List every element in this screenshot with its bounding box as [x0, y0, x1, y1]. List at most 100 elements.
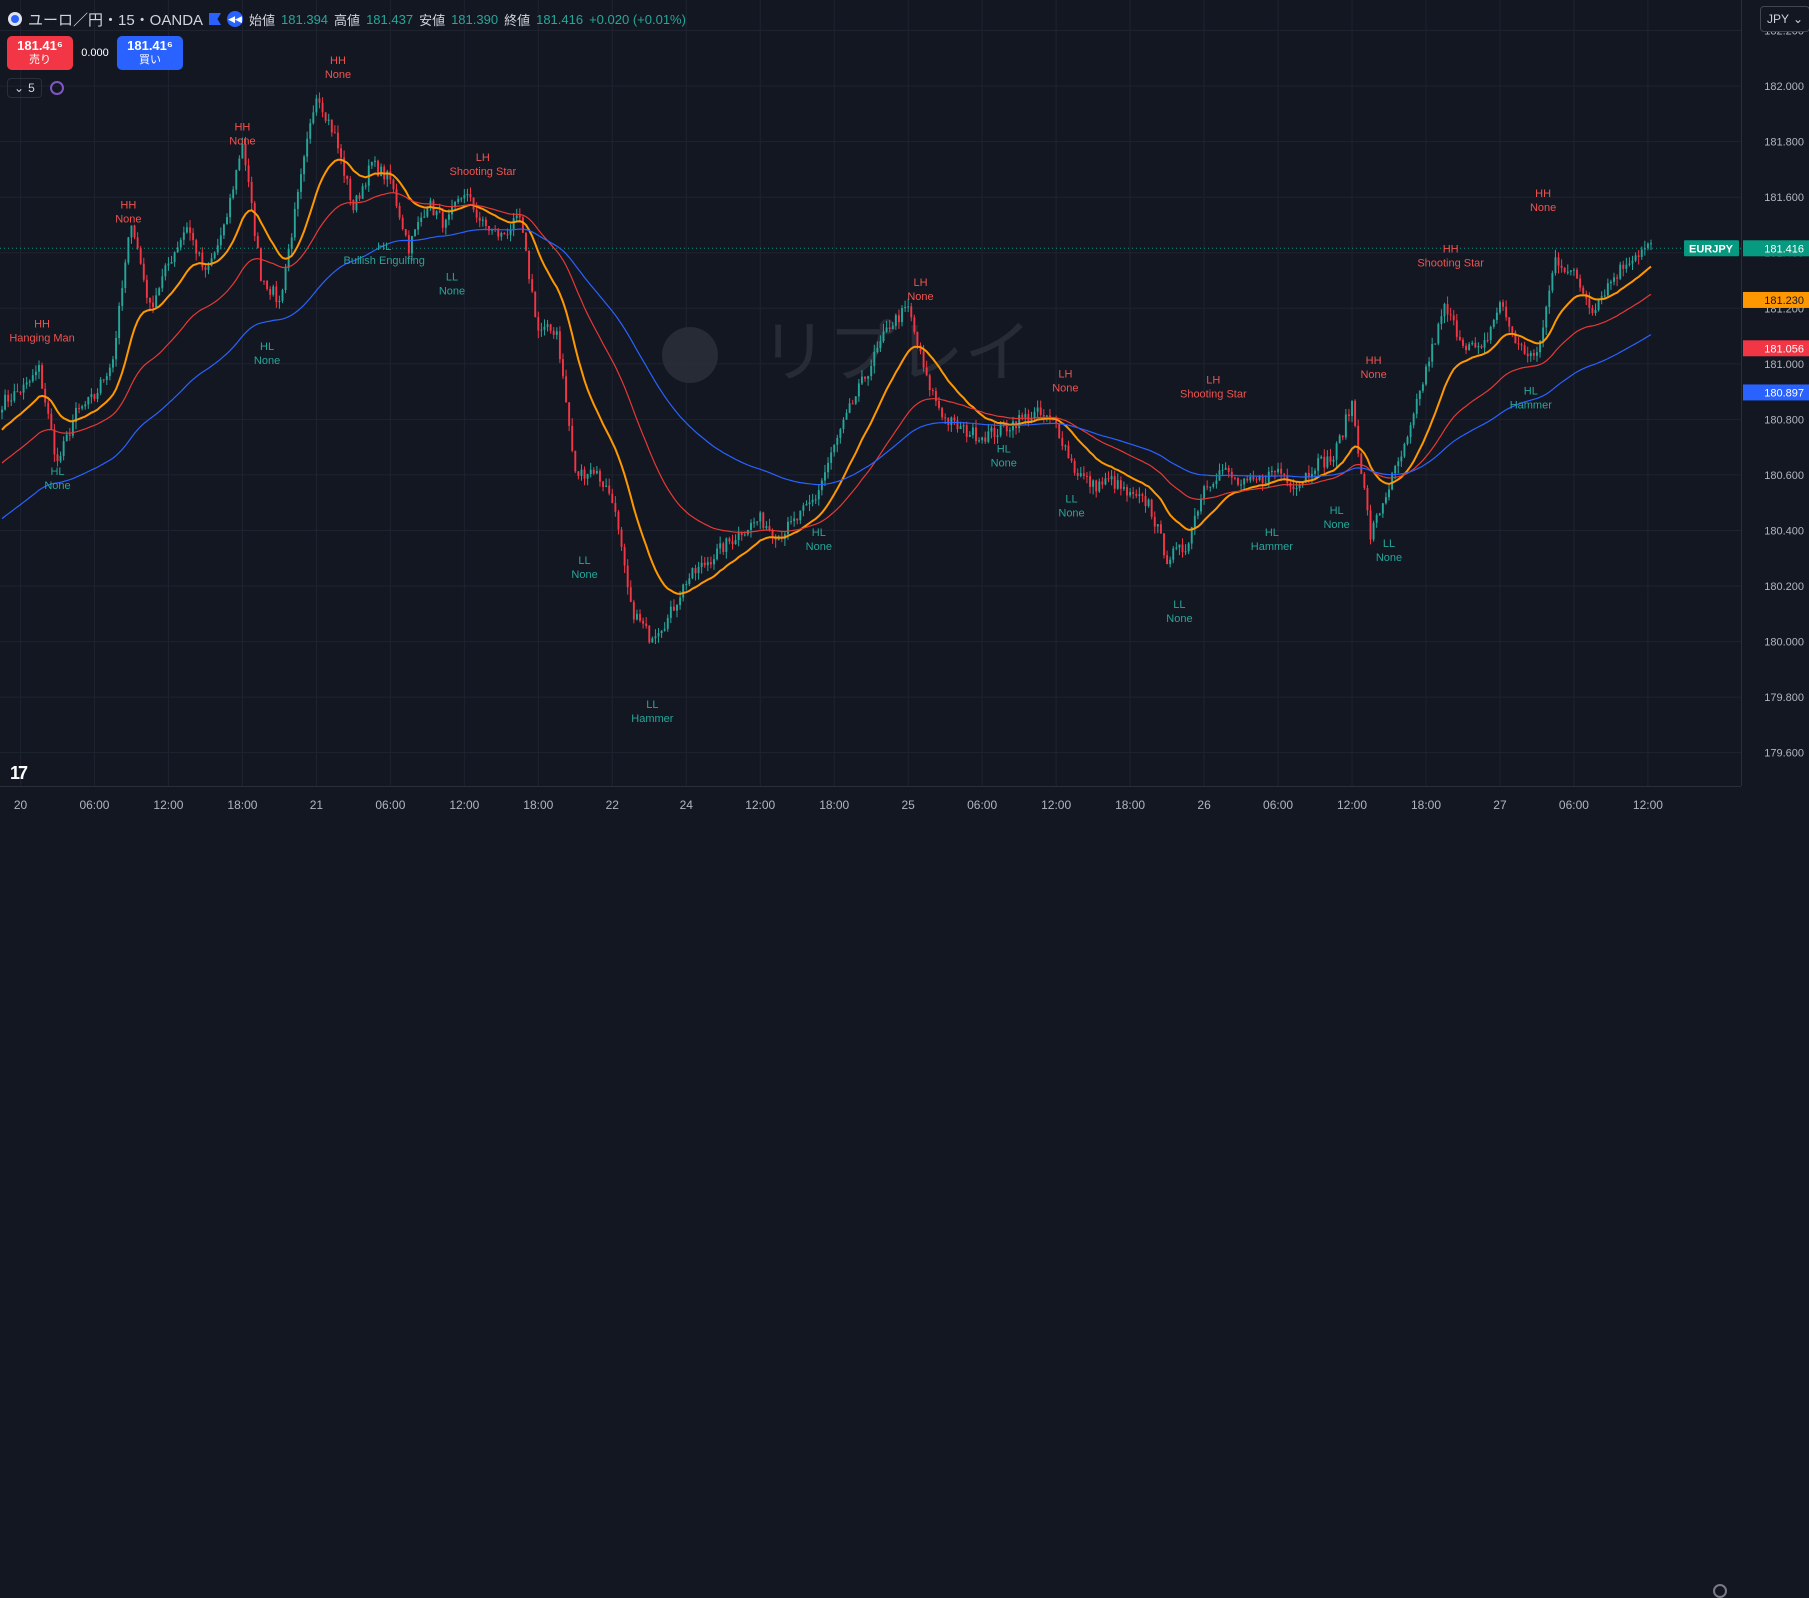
pattern-label: HH None — [229, 122, 255, 148]
candle-body — [1412, 413, 1415, 426]
candle-body — [999, 424, 1002, 436]
sync-icon[interactable] — [49, 81, 64, 95]
time-tick-label: 06:00 — [1559, 798, 1589, 812]
flag-icon[interactable] — [209, 13, 222, 25]
candle-body — [777, 537, 780, 541]
swing-label: LL — [1065, 494, 1077, 506]
candle-body — [272, 286, 275, 295]
candle-body — [306, 138, 309, 157]
candle-body — [441, 212, 444, 228]
candle-body — [1560, 265, 1563, 268]
candle-body — [1113, 476, 1116, 489]
candle-body — [488, 226, 490, 231]
time-tick-label: 06:00 — [967, 798, 997, 812]
symbol-legend: ユーロ／円・15・OANDA ◀◀ 始値 181.394 高値 181.437 安値… — [8, 8, 686, 30]
candle-body — [250, 181, 253, 204]
candle-body — [1138, 494, 1141, 496]
candle-body — [540, 329, 543, 331]
pattern-name: None — [806, 541, 832, 553]
candle-body — [934, 390, 937, 401]
pattern-name: None — [571, 569, 597, 581]
candle-body — [124, 262, 127, 289]
candle-body — [392, 179, 395, 190]
candle-body — [229, 198, 232, 218]
candle-body — [352, 199, 355, 211]
candle-body — [1640, 249, 1643, 257]
chart-area[interactable]: リプレイ HH Hanging Man HL None HH None HH None HL No… — [0, 0, 1741, 786]
indicators-toggle[interactable]: ⌄ 5 — [7, 78, 42, 98]
candle-body — [1085, 475, 1088, 477]
swing-label: LH — [1206, 374, 1220, 386]
candle-body — [1008, 430, 1011, 432]
candle-body — [185, 227, 188, 233]
pattern-name: Hammer — [1251, 541, 1294, 553]
candle-body — [1566, 271, 1569, 273]
swing-label: LL — [646, 699, 658, 711]
candle-body — [337, 132, 339, 149]
candle-body — [873, 352, 876, 367]
candle-body — [1261, 476, 1264, 484]
candle-body — [814, 499, 817, 501]
buy-button[interactable]: 181.41⁶ 買い — [117, 36, 183, 70]
candle-body — [1637, 255, 1640, 257]
pattern-name: None — [1530, 202, 1556, 214]
candle-body — [364, 185, 367, 187]
pattern-label: HH None — [1530, 188, 1556, 214]
candle-body — [651, 638, 654, 643]
symbol-price-tag-label: EURJPY — [1689, 243, 1734, 255]
candle-body — [93, 394, 96, 399]
candle-body — [1209, 486, 1212, 488]
candle-body — [1233, 477, 1236, 479]
time-axis[interactable]: 20 06:00 12:00 18:00 21 06:00 12:00 18:00 22 24 12… — [0, 786, 1741, 1598]
candle-body — [672, 606, 675, 611]
pattern-label: HL None — [806, 527, 832, 553]
candle-body — [611, 493, 614, 504]
time-tick-label: 18:00 — [1411, 798, 1441, 812]
candle-body — [192, 232, 195, 241]
candle-body — [731, 541, 734, 545]
candle-body — [518, 215, 521, 218]
pattern-name: Hanging Man — [9, 333, 74, 345]
replay-icon[interactable]: ◀◀ — [227, 11, 244, 27]
candle-body — [232, 189, 235, 199]
settings-gear-icon[interactable] — [1713, 1584, 1727, 1598]
buy-price: 181.41⁶ — [127, 38, 173, 53]
candle-body — [133, 225, 136, 238]
candle-body — [543, 326, 546, 330]
candle-body — [293, 208, 296, 238]
swing-label: HL — [1265, 527, 1279, 539]
pattern-label: LH None — [907, 277, 933, 303]
candle-body — [864, 376, 866, 379]
candle-body — [170, 262, 173, 264]
candle-body — [639, 613, 641, 621]
candle-body — [657, 633, 660, 637]
price-axis[interactable]: JPY ⌄ 182.200182.000181.800181.600181.40… — [1741, 0, 1809, 786]
candle-body — [598, 470, 601, 482]
pattern-name: Hammer — [1510, 399, 1553, 411]
candle-body — [1489, 326, 1492, 341]
symbol-title[interactable]: ユーロ／円・15・OANDA — [28, 11, 204, 29]
candle-body — [1036, 407, 1039, 412]
currency-button[interactable]: JPY ⌄ — [1760, 6, 1809, 32]
candle-body — [309, 123, 312, 139]
candle-body — [1471, 342, 1474, 345]
candle-body — [444, 219, 447, 228]
candle-body — [1024, 414, 1027, 418]
candle-body — [216, 245, 219, 253]
pattern-label: HH None — [1360, 355, 1386, 381]
candle-body — [1243, 478, 1246, 485]
candle-body — [361, 186, 364, 199]
candle-body — [876, 347, 879, 353]
sell-price: 181.41⁶ — [17, 38, 63, 53]
sell-button[interactable]: 181.41⁶ 売り — [7, 36, 73, 70]
candle-body — [118, 305, 121, 338]
candle-body — [882, 331, 885, 342]
candle-body — [824, 472, 826, 481]
candle-body — [38, 364, 40, 372]
candle-body — [1622, 264, 1625, 269]
candle-body — [676, 605, 678, 611]
price-tick-label: 181.000 — [1764, 359, 1804, 371]
candle-body — [1021, 415, 1024, 418]
candle-body — [1520, 344, 1523, 346]
